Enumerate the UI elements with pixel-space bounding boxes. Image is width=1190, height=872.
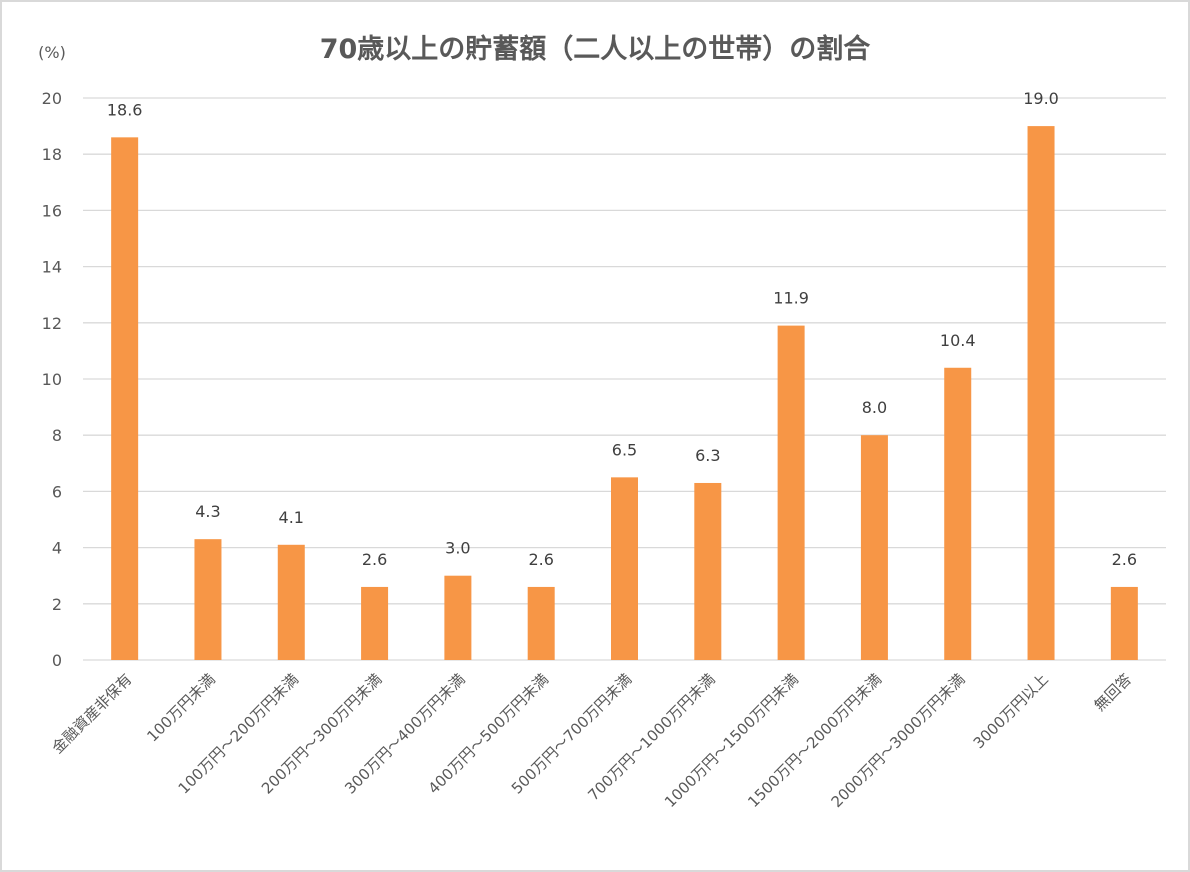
bar <box>944 367 972 660</box>
bar <box>527 586 555 660</box>
y-tick-label: 6 <box>52 482 62 501</box>
x-category-label: 1500万円～2000万円未満 <box>744 670 885 811</box>
bar <box>444 575 472 660</box>
bar <box>277 544 305 660</box>
x-category-label: 無回答 <box>1091 670 1136 715</box>
data-label: 10.4 <box>940 331 976 350</box>
y-tick-label: 12 <box>42 314 62 333</box>
y-tick-label: 4 <box>52 539 62 558</box>
y-tick-label: 10 <box>42 370 62 389</box>
x-category-label: 1000万円～1500万円未満 <box>661 670 802 811</box>
x-category-label: 3000万円以上 <box>970 670 1052 752</box>
bar <box>611 477 638 660</box>
bar <box>194 539 222 660</box>
data-label: 11.9 <box>773 289 809 308</box>
y-tick-label: 20 <box>42 89 62 108</box>
y-tick-label: 2 <box>52 595 62 614</box>
y-tick-label: 0 <box>52 651 62 670</box>
x-category-label: 2000万円～3000万円未満 <box>828 670 969 811</box>
y-tick-label: 8 <box>52 426 62 445</box>
bar <box>1110 586 1138 660</box>
data-label: 8.0 <box>862 398 887 417</box>
data-label: 19.0 <box>1023 89 1059 108</box>
y-tick-label: 14 <box>42 258 62 277</box>
data-label: 6.3 <box>695 446 720 465</box>
bar <box>1027 126 1055 661</box>
y-tick-label: 16 <box>42 201 62 220</box>
bar <box>111 137 139 661</box>
data-label: 6.5 <box>612 440 637 459</box>
data-label: 2.6 <box>528 550 553 569</box>
chart-title: 70歳以上の貯蓄額（二人以上の世帯）の割合 <box>320 33 871 65</box>
y-tick-label: 18 <box>42 145 62 164</box>
bar <box>694 482 722 660</box>
x-category-label: 金融資産非保有 <box>48 670 135 757</box>
data-label: 4.3 <box>195 502 220 521</box>
data-label: 3.0 <box>445 539 470 558</box>
bar <box>361 586 389 660</box>
data-label: 18.6 <box>107 100 143 119</box>
bar <box>860 435 888 660</box>
data-label: 2.6 <box>362 550 387 569</box>
data-label: 4.1 <box>279 508 304 527</box>
bar <box>777 325 805 660</box>
y-axis-unit-label: (%) <box>38 43 66 62</box>
x-category-label: 100万円未満 <box>143 670 218 745</box>
data-label: 2.6 <box>1112 550 1137 569</box>
